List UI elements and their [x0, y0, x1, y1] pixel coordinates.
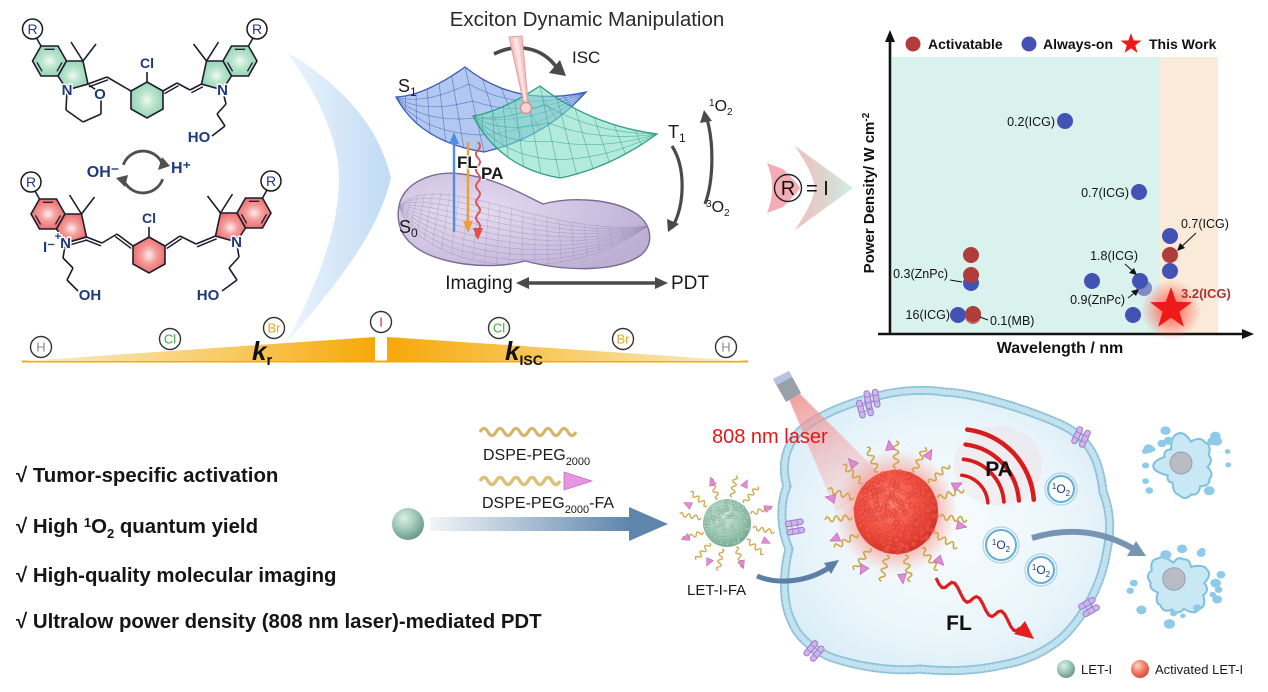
svg-text:HO: HO — [188, 129, 211, 146]
svg-text:0.3(ZnPc): 0.3(ZnPc) — [893, 267, 948, 281]
svg-text:1.8(ICG): 1.8(ICG) — [1090, 249, 1138, 263]
svg-text:√ Ultralow power density (808: √ Ultralow power density (808 nm laser)-… — [16, 611, 542, 633]
svg-text:1O2: 1O2 — [992, 538, 1011, 554]
svg-text:R: R — [266, 173, 276, 189]
svg-text:OH⁻: OH⁻ — [87, 164, 119, 181]
svg-text:0.7(ICG): 0.7(ICG) — [1081, 186, 1129, 200]
svg-text:Activated LET-I: Activated LET-I — [1155, 662, 1243, 677]
svg-text:R: R — [252, 21, 262, 37]
svg-text:Imaging: Imaging — [445, 273, 513, 294]
svg-text:√ High-quality molecular imagi: √ High-quality molecular imaging — [16, 565, 337, 587]
svg-text:ISC: ISC — [572, 48, 600, 67]
svg-text:DSPE-PEG2000: DSPE-PEG2000 — [483, 447, 590, 468]
svg-text:Cl: Cl — [493, 321, 505, 336]
svg-text:PDT: PDT — [671, 273, 709, 294]
svg-text:0.9(ZnPc): 0.9(ZnPc) — [1070, 293, 1125, 307]
svg-text:0.1(MB): 0.1(MB) — [990, 314, 1034, 328]
svg-text:N: N — [217, 82, 228, 99]
svg-text:N: N — [231, 234, 242, 251]
svg-text:Br: Br — [268, 321, 282, 336]
svg-text:3.2(ICG): 3.2(ICG) — [1181, 286, 1231, 301]
svg-text:16(ICG): 16(ICG) — [906, 308, 950, 322]
svg-text:3O2: 3O2 — [706, 199, 730, 219]
svg-text:Activatable: Activatable — [928, 36, 1003, 52]
svg-text:OH: OH — [79, 287, 102, 304]
svg-text:1O2: 1O2 — [1052, 482, 1071, 498]
svg-text:Power Density/ W cm-2: Power Density/ W cm-2 — [861, 112, 878, 273]
svg-text:R: R — [26, 174, 36, 190]
svg-text:N: N — [62, 82, 73, 99]
svg-text:Wavelength / nm: Wavelength / nm — [997, 340, 1124, 357]
svg-text:FL: FL — [457, 153, 478, 172]
svg-text:O: O — [94, 86, 106, 103]
svg-text:FL: FL — [946, 612, 972, 635]
svg-text:√ High 1O2 quantum yield: √ High 1O2 quantum yield — [16, 515, 258, 541]
svg-text:H⁺: H⁺ — [171, 160, 191, 177]
svg-text:1O2: 1O2 — [1032, 563, 1051, 579]
svg-text:I⁻: I⁻ — [43, 239, 55, 256]
svg-text:Exciton Dynamic Manipulation: Exciton Dynamic Manipulation — [450, 8, 725, 31]
svg-text:LET-I: LET-I — [1081, 662, 1112, 677]
svg-text:0.2(ICG): 0.2(ICG) — [1007, 115, 1055, 129]
svg-text:R: R — [781, 178, 795, 200]
svg-text:Br: Br — [617, 332, 631, 347]
svg-text:= I: = I — [806, 178, 829, 200]
svg-text:HO: HO — [197, 287, 220, 304]
svg-text:1O2: 1O2 — [709, 98, 733, 118]
svg-text:Cl: Cl — [140, 55, 154, 71]
svg-text:Cl: Cl — [142, 210, 156, 226]
svg-text:H: H — [36, 340, 45, 355]
svg-text:PA: PA — [985, 458, 1013, 481]
svg-text:√ Tumor-specific activation: √ Tumor-specific activation — [16, 465, 278, 487]
svg-text:PA: PA — [481, 164, 503, 183]
svg-text:H: H — [721, 340, 730, 355]
svg-text:808 nm laser: 808 nm laser — [712, 426, 828, 448]
svg-text:This Work: This Work — [1149, 36, 1217, 52]
svg-text:+: + — [55, 231, 61, 243]
svg-text:Cl: Cl — [164, 332, 176, 347]
svg-text:LET-I-FA: LET-I-FA — [687, 582, 746, 599]
svg-text:N: N — [60, 235, 71, 252]
svg-text:Always-on: Always-on — [1043, 36, 1113, 52]
svg-text:0.7(ICG): 0.7(ICG) — [1181, 217, 1229, 231]
svg-text:I: I — [379, 315, 383, 330]
svg-text:R: R — [27, 21, 37, 37]
